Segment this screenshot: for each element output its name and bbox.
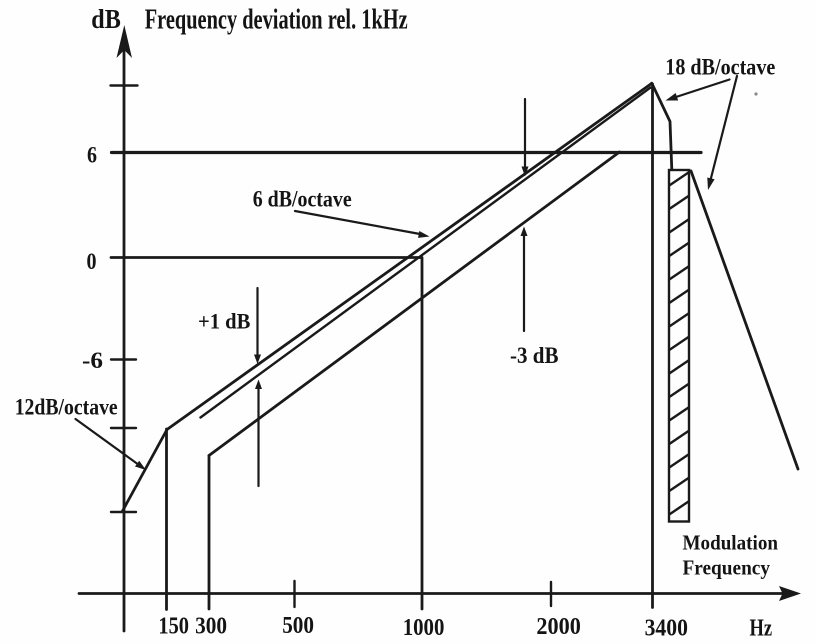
svg-text:6: 6 bbox=[87, 143, 97, 168]
svg-text:+1 dB: +1 dB bbox=[198, 309, 251, 334]
svg-text:Frequency deviation rel. 1kHz: Frequency deviation rel. 1kHz bbox=[145, 5, 408, 36]
svg-text:Hz: Hz bbox=[750, 615, 773, 642]
svg-text:-3 dB: -3 dB bbox=[510, 343, 559, 368]
svg-text:18 dB/octave: 18 dB/octave bbox=[665, 55, 775, 81]
svg-text:0: 0 bbox=[87, 249, 97, 274]
svg-text:500: 500 bbox=[282, 613, 314, 639]
svg-text:Modulation: Modulation bbox=[683, 531, 779, 555]
svg-text:150: 150 bbox=[158, 613, 189, 639]
svg-text:300: 300 bbox=[195, 614, 227, 640]
svg-text:2000: 2000 bbox=[536, 614, 580, 640]
svg-text:-6: -6 bbox=[82, 348, 103, 373]
svg-text:12dB/octave: 12dB/octave bbox=[15, 395, 118, 420]
svg-text:dB: dB bbox=[91, 4, 121, 34]
svg-text:1000: 1000 bbox=[403, 614, 445, 641]
svg-text:Frequency: Frequency bbox=[683, 556, 771, 580]
svg-text:3400: 3400 bbox=[645, 615, 688, 642]
svg-text:6 dB/octave: 6 dB/octave bbox=[253, 187, 352, 212]
